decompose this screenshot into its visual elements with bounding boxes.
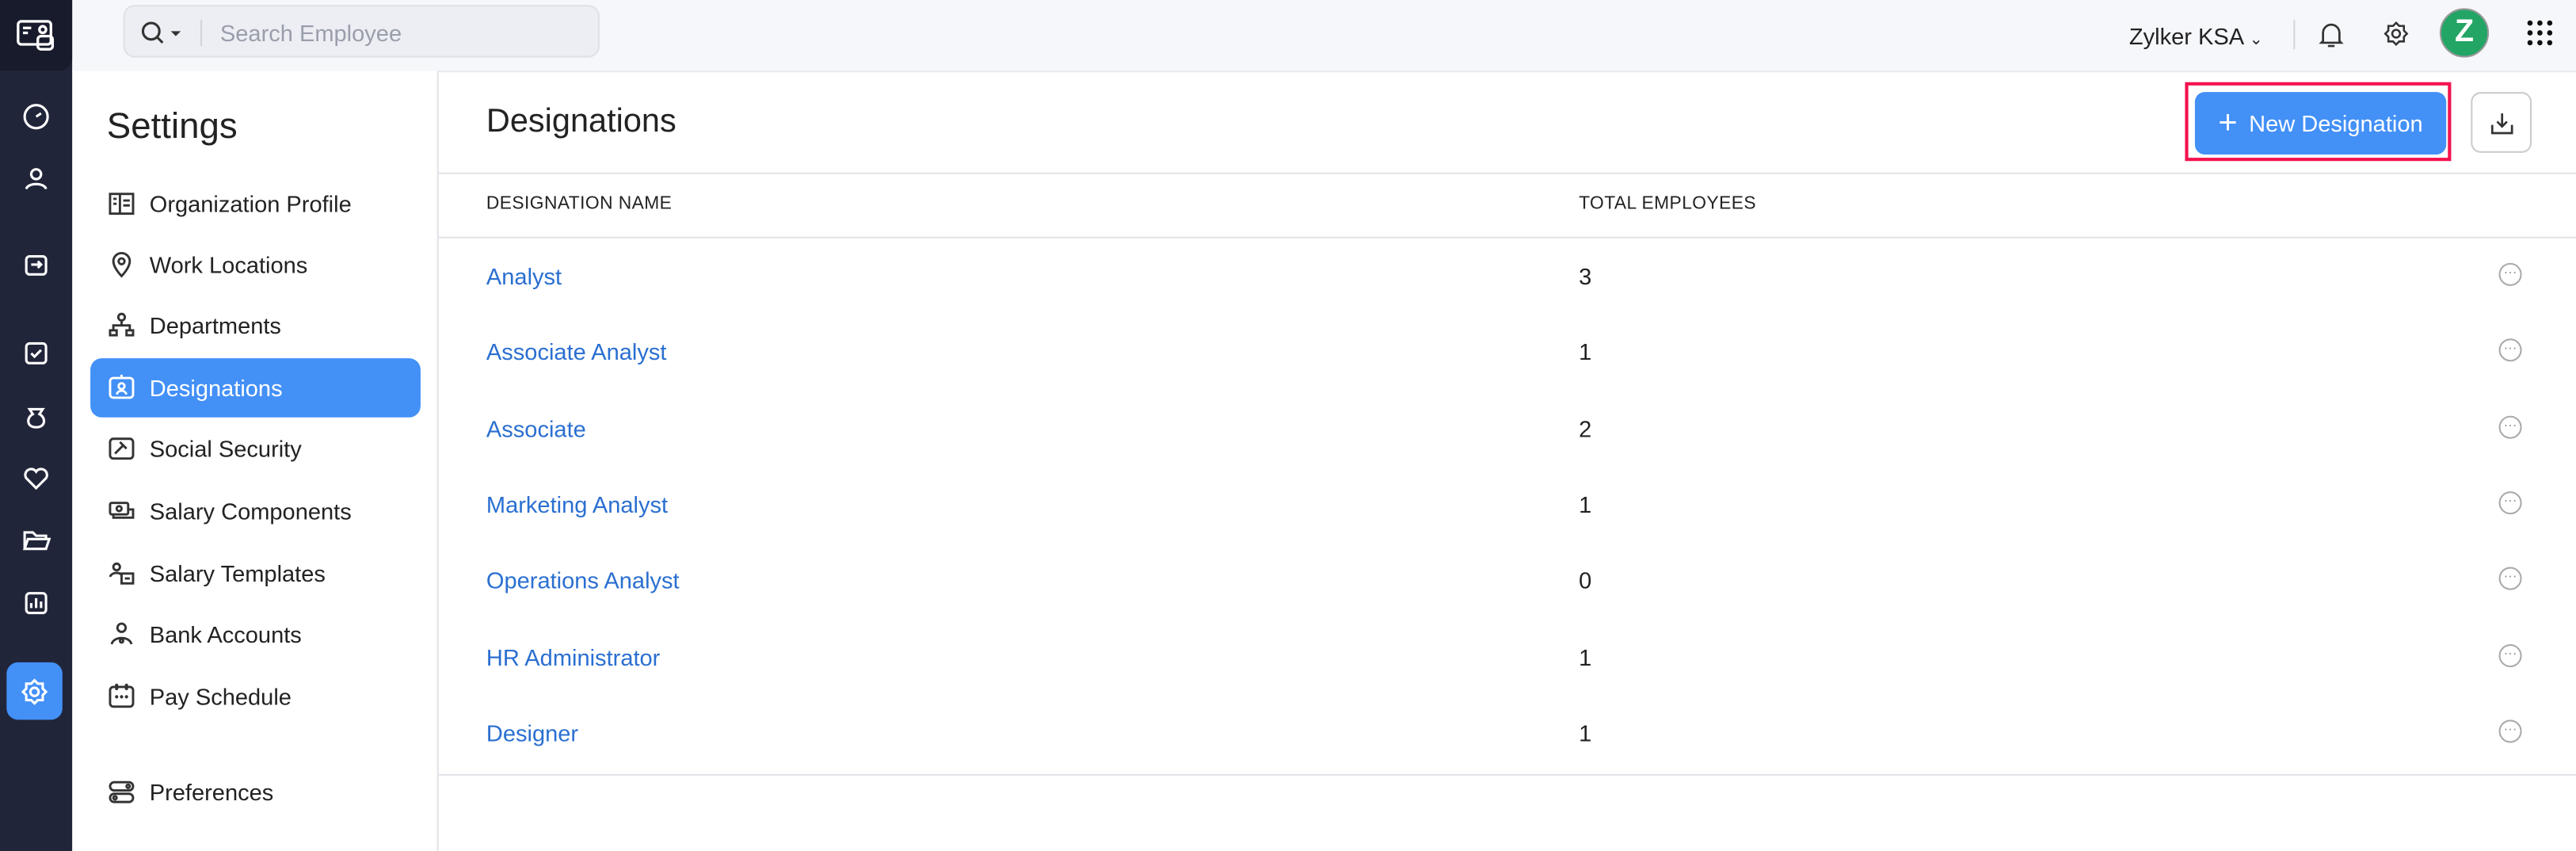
gavel-icon <box>109 437 135 460</box>
total-employees: 1 <box>1579 719 1592 746</box>
plus-icon: + <box>2218 104 2238 141</box>
designation-name-link[interactable]: Analyst <box>486 262 562 290</box>
calendar-icon <box>109 683 135 708</box>
designation-name-link[interactable]: HR Administrator <box>486 643 661 670</box>
id-badge-icon <box>109 374 135 399</box>
main-content: Designations + New Designation DESIGNATI… <box>438 71 2576 851</box>
gear-icon[interactable] <box>2382 20 2410 48</box>
new-designation-button[interactable]: + New Designation <box>2194 92 2447 155</box>
avatar[interactable]: Z <box>2439 8 2490 58</box>
total-employees: 3 <box>1579 262 1592 290</box>
table-row: Designer 1 ··· <box>439 695 2576 770</box>
divider <box>438 774 2576 777</box>
user-template-icon <box>109 562 135 585</box>
avatar-letter: Z <box>2454 14 2475 50</box>
table-row: Analyst 3 ··· <box>439 239 2576 314</box>
more-options-icon[interactable]: ··· <box>2498 643 2522 667</box>
sidebar-item-label: Salary Components <box>149 498 352 525</box>
sidebar-item-designations[interactable]: Designations <box>90 358 421 418</box>
column-header-total: TOTAL EMPLOYEES <box>1579 193 1757 214</box>
loans-icon[interactable] <box>0 393 72 442</box>
sidebar-item-label: Social Security <box>149 435 302 462</box>
sidebar-item-salary-templates[interactable]: Salary Templates <box>90 544 421 603</box>
sidebar-item-social-security[interactable]: Social Security <box>90 419 421 479</box>
search-input[interactable]: Search Employee <box>219 19 402 47</box>
designation-name-link[interactable]: Designer <box>486 719 579 746</box>
apps-grid-icon[interactable] <box>2527 20 2553 46</box>
more-options-icon[interactable]: ··· <box>2498 338 2522 362</box>
search-box[interactable]: Search Employee <box>123 5 600 58</box>
approvals-icon[interactable] <box>0 329 72 378</box>
more-options-icon[interactable]: ··· <box>2498 490 2522 514</box>
location-pin-icon <box>112 252 131 278</box>
sidebar-item-label: Salary Templates <box>149 560 326 587</box>
table-row: Associate Analyst 1 ··· <box>439 315 2576 390</box>
pay-run-icon[interactable] <box>0 240 72 289</box>
divider <box>438 236 2576 239</box>
sidebar-item-work-locations[interactable]: Work Locations <box>90 235 421 295</box>
sidebar-item-label: Organization Profile <box>149 190 352 217</box>
divider <box>438 172 2576 174</box>
sidebar-item-departments[interactable]: Departments <box>90 296 421 355</box>
column-header-name: DESIGNATION NAME <box>486 193 673 214</box>
total-employees: 1 <box>1579 338 1592 366</box>
more-options-icon[interactable]: ··· <box>2498 414 2522 438</box>
divider <box>2293 19 2296 50</box>
user-bank-icon <box>110 622 133 645</box>
sidebar-item-pay-schedule[interactable]: Pay Schedule <box>90 667 421 727</box>
total-employees: 0 <box>1579 567 1592 594</box>
sidebar-item-organization-profile[interactable]: Organization Profile <box>90 174 421 234</box>
total-employees: 1 <box>1579 643 1592 670</box>
employee-icon[interactable] <box>0 155 72 204</box>
sidebar-item-label: Departments <box>149 312 281 339</box>
more-options-icon[interactable]: ··· <box>2498 262 2522 286</box>
org-name: Zylker KSA <box>2128 23 2243 50</box>
toggles-icon <box>109 780 135 803</box>
documents-folder-icon[interactable] <box>0 516 72 565</box>
sidebar-item-label: Bank Accounts <box>149 620 302 648</box>
bell-icon[interactable] <box>2318 20 2344 49</box>
chevron-down-icon: ⌄ <box>2249 31 2263 50</box>
sidebar-item-preferences[interactable]: Preferences <box>90 762 421 822</box>
more-options-icon[interactable]: ··· <box>2498 567 2522 590</box>
org-chart-icon <box>109 312 135 337</box>
table-row: Operations Analyst 0 ··· <box>439 543 2576 618</box>
table-row: Marketing Analyst 1 ··· <box>439 467 2576 542</box>
search-divider <box>200 19 203 47</box>
download-icon <box>2490 113 2513 134</box>
settings-gear-icon[interactable] <box>6 662 63 720</box>
money-icon <box>109 502 135 519</box>
page-title: Designations <box>486 103 676 140</box>
sidebar-item-salary-components[interactable]: Salary Components <box>90 482 421 541</box>
new-designation-label: New Designation <box>2249 109 2423 137</box>
sidebar-item-label: Pay Schedule <box>149 683 292 710</box>
designation-name-link[interactable]: Marketing Analyst <box>486 490 669 518</box>
total-employees: 1 <box>1579 490 1592 518</box>
table-row: Associate 2 ··· <box>439 391 2576 466</box>
settings-sidebar: Settings Organization Profile Work Locati… <box>72 71 439 851</box>
sidebar-item-label: Preferences <box>149 779 274 806</box>
more-options-icon[interactable]: ··· <box>2498 719 2522 743</box>
app-rail <box>0 0 73 851</box>
top-bar: Search Employee Zylker KSA ⌄ Z <box>72 0 2576 73</box>
organization-switcher[interactable]: Zylker KSA ⌄ <box>2129 23 2263 49</box>
sidebar-title: Settings <box>106 105 238 147</box>
download-button[interactable] <box>2471 92 2532 153</box>
designation-name-link[interactable]: Associate Analyst <box>486 338 667 366</box>
sidebar-item-label: Work Locations <box>149 251 308 278</box>
reports-icon[interactable] <box>0 578 72 628</box>
dashboard-icon[interactable] <box>0 92 72 141</box>
sidebar-item-bank-accounts[interactable]: Bank Accounts <box>90 605 421 664</box>
search-icon[interactable] <box>139 20 189 46</box>
total-employees: 2 <box>1579 414 1592 442</box>
table-row: HR Administrator 1 ··· <box>439 619 2576 694</box>
app-logo-icon[interactable] <box>0 0 73 71</box>
highlight-box <box>2185 82 2452 162</box>
benefits-heart-icon[interactable] <box>0 453 72 502</box>
designation-name-link[interactable]: Associate <box>486 414 586 442</box>
building-icon <box>109 193 135 216</box>
sidebar-item-label: Designations <box>149 374 283 402</box>
designation-name-link[interactable]: Operations Analyst <box>486 567 680 594</box>
